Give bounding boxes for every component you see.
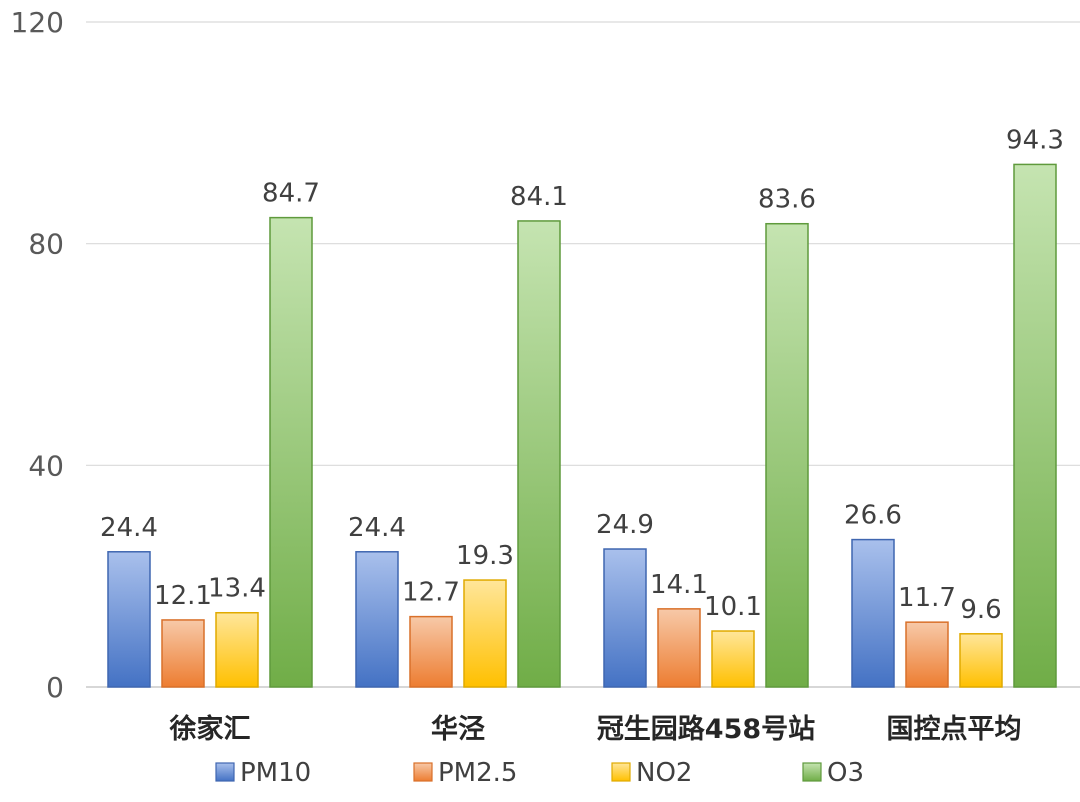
bar-pm25-1 [409,615,453,688]
y-tick-label: 40 [28,449,64,482]
data-label: 84.1 [510,182,568,212]
data-label: 10.1 [704,592,762,622]
data-label: 14.1 [650,570,708,600]
bars [107,163,1057,688]
data-label: 83.6 [758,185,816,215]
bar-pm25-0 [161,619,205,688]
data-label: 84.7 [262,179,320,209]
bar-o3-0 [269,216,313,688]
legend-label: PM2.5 [438,758,517,788]
category-label: 徐家汇 [169,713,251,745]
data-labels: 24.4 12.113.4 84.7 24.4 12.7 19.3 84.1 24.9 14.1… [100,125,1064,624]
x-axis-categories: 徐家汇 华泾 冠生园路458号站 国控点平均 [169,713,1022,745]
y-axis-ticks: 0 40 80 120 [11,6,64,704]
bar-pm10-1 [355,551,399,688]
bar-pm10-3 [851,538,895,688]
legend-label: O3 [827,758,864,788]
legend-swatch [413,762,433,782]
data-label: 12.7 [402,578,460,608]
category-label: 冠生园路458号站 [597,713,815,745]
legend-swatch [611,762,631,782]
y-tick-label: 120 [11,6,64,39]
data-label: 9.6 [960,595,1001,625]
category-label: 华泾 [431,713,485,745]
bar-no2-3 [959,633,1003,688]
bar-no2-2 [711,630,755,688]
data-label: 26.6 [844,501,902,531]
bar-no2-1 [463,579,507,688]
category-label: 国控点平均 [887,714,1022,745]
data-label: 24.4 [348,513,406,543]
bar-pm10-2 [603,548,647,688]
bar-o3-1 [517,220,561,688]
data-label: 19.3 [456,541,514,571]
data-label: 13.4 [208,574,266,604]
bar-pm10-0 [107,551,151,688]
bar-pm25-2 [657,608,701,688]
bar-o3-3 [1013,163,1057,688]
data-label: 12.1 [154,581,212,611]
bar-no2-0 [215,611,259,688]
data-label: 24.4 [100,513,158,543]
y-tick-label: 0 [46,671,64,704]
legend-label: PM10 [240,758,311,788]
legend: PM10 PM2.5 NO2 O3 [215,758,864,788]
legend-swatch [215,762,235,782]
legend-label: NO2 [636,758,692,788]
y-tick-label: 80 [28,228,64,261]
bar-o3-2 [765,222,809,688]
data-label: 11.7 [898,583,956,613]
data-label: 94.3 [1006,125,1064,155]
data-label: 24.9 [596,510,654,540]
bar-pm25-3 [905,621,949,688]
legend-swatch [802,762,822,782]
